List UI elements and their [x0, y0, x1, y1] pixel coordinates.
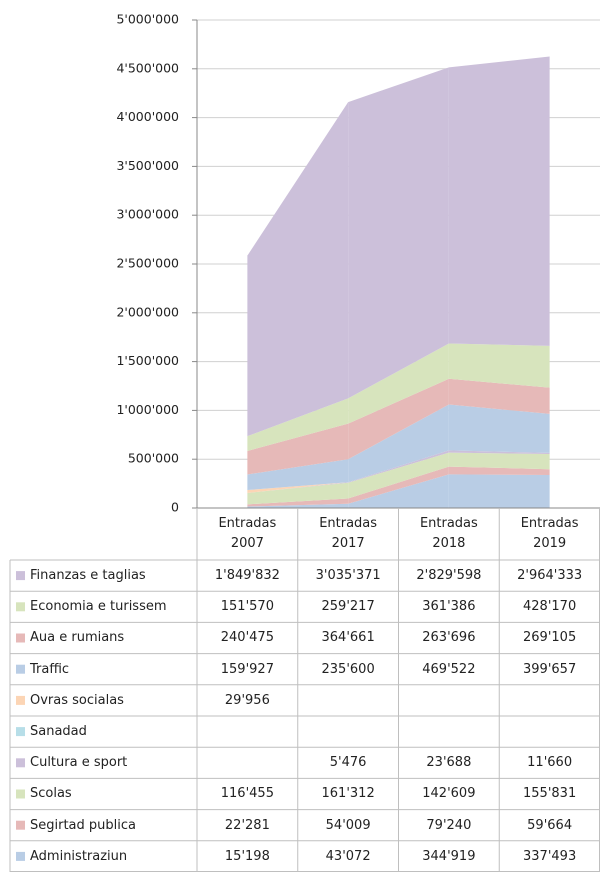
- legend-label: Ovras socialas: [30, 692, 124, 708]
- table-value: 3'035'371: [315, 568, 381, 584]
- area-segment: [348, 450, 449, 483]
- y-tick-label: 5'000'000: [116, 12, 179, 27]
- table-value: 240'475: [220, 630, 274, 646]
- area-segment: [448, 343, 550, 388]
- legend-key: [16, 789, 25, 799]
- area-segment: [448, 450, 550, 455]
- table-value: 428'170: [523, 599, 577, 615]
- table-value: 116'455: [220, 786, 274, 802]
- table-value: 2'964'333: [517, 568, 583, 584]
- table-value: 54'009: [325, 817, 371, 833]
- x-tick-label: Entradas 2019: [499, 508, 600, 560]
- x-tick-label: Entradas 2017: [298, 508, 399, 560]
- table-value: 142'609: [422, 786, 476, 802]
- table-value: 23'688: [426, 755, 472, 771]
- table-value: 235'600: [321, 661, 375, 677]
- y-tick-label: 2'500'000: [116, 256, 179, 271]
- area-segment: [348, 343, 449, 424]
- legend-key: [16, 664, 25, 674]
- area-segment: [348, 474, 449, 508]
- legend-key: [16, 727, 25, 737]
- table-value: 159'927: [220, 661, 274, 677]
- table-value: 161'312: [321, 786, 375, 802]
- legend-key: [16, 820, 25, 830]
- table-value: 344'919: [422, 848, 476, 864]
- area-segment: [348, 404, 449, 483]
- table-value: 151'570: [220, 599, 274, 615]
- legend-label: Traffic: [30, 661, 70, 677]
- table-value: 59'664: [527, 817, 573, 833]
- x-tick-label-text: Entradas 2018: [419, 516, 478, 551]
- area-segment: [247, 482, 349, 505]
- area-segment: [448, 56, 550, 346]
- y-tick-label: 0: [171, 500, 179, 515]
- area-segment: [448, 404, 550, 453]
- x-tick-label-text: Entradas 2007: [218, 516, 277, 551]
- legend-key: [16, 633, 25, 643]
- table-value: 22'281: [224, 817, 270, 833]
- area-segment: [247, 482, 349, 493]
- x-tick-label: Entradas 2007: [197, 508, 298, 560]
- table-value: 399'657: [523, 661, 577, 677]
- table-value: 155'831: [523, 786, 577, 802]
- table-value: 5'476: [329, 755, 367, 771]
- table-value: 361'386: [422, 599, 476, 615]
- y-tick-label: 4'000'000: [116, 109, 179, 124]
- table-value: 15'198: [224, 848, 270, 864]
- y-tick-label: 3'500'000: [116, 158, 179, 173]
- legend-label: Aua e rumians: [30, 630, 125, 646]
- table-value: 11'660: [527, 755, 573, 771]
- x-tick-label-text: Entradas 2019: [520, 516, 579, 551]
- legend-label: Finanzas e taglias: [30, 568, 146, 584]
- area-segment: [247, 498, 349, 507]
- x-tick-label-text: Entradas 2017: [319, 516, 378, 551]
- y-tick-label: 2'000'000: [116, 304, 179, 319]
- table-value: 364'661: [321, 630, 375, 646]
- area-segment: [247, 482, 349, 493]
- table-value: 2'829'598: [416, 568, 482, 584]
- legend-key: [16, 851, 25, 861]
- area-segment: [448, 474, 550, 508]
- legend-label: Sanadad: [30, 724, 87, 740]
- legend-label: Administraziun: [30, 848, 128, 864]
- table-value: 79'240: [426, 817, 472, 833]
- legend-label: Segirtad publica: [30, 817, 136, 833]
- area-segment: [348, 67, 449, 399]
- table-value: 469'522: [422, 661, 476, 677]
- y-tick-label: 1'500'000: [116, 353, 179, 368]
- area-segment: [448, 452, 550, 470]
- legend-key: [16, 695, 25, 705]
- area-segment: [348, 452, 449, 499]
- legend-label: Cultura e sport: [30, 755, 128, 771]
- area-segment: [448, 378, 550, 414]
- area-segment: [247, 423, 349, 475]
- legend-key: [16, 602, 25, 612]
- y-tick-label: 3'000'000: [116, 207, 179, 222]
- area-segment: [247, 503, 349, 508]
- y-tick-label: 500'000: [128, 451, 179, 466]
- table-value: 337'493: [523, 848, 577, 864]
- legend-label: Economia e turissem: [30, 599, 167, 615]
- table-value: 29'956: [224, 692, 270, 708]
- y-tick-label: 1'000'000: [116, 402, 179, 417]
- y-tick-label: 4'500'000: [116, 60, 179, 75]
- table-value: 43'072: [325, 848, 371, 864]
- area-segment: [247, 459, 349, 491]
- area-segment: [247, 398, 349, 451]
- table-value: 1'849'832: [214, 568, 280, 584]
- area-segment: [348, 378, 449, 460]
- table-value: 263'696: [422, 630, 476, 646]
- x-tick-label: Entradas 2018: [399, 508, 500, 560]
- legend-key: [16, 758, 25, 768]
- legend-label: Scolas: [30, 786, 72, 802]
- area-segment: [348, 466, 449, 504]
- legend-key: [16, 571, 25, 581]
- area-segment: [247, 102, 349, 437]
- area-segment: [448, 466, 550, 476]
- table-value: 269'105: [523, 630, 577, 646]
- table-value: 259'217: [321, 599, 375, 615]
